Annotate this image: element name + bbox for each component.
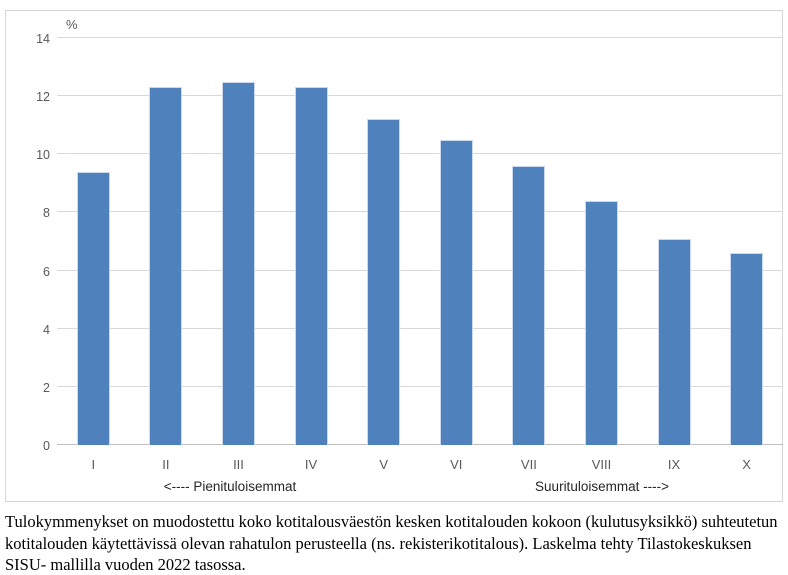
bar-slot [275, 38, 348, 445]
x-tick-label: II [162, 457, 170, 472]
y-axis-unit-label: % [66, 17, 78, 32]
x-axis-annotation-high-income: Suurituloisemmat ----> [535, 479, 669, 494]
y-tick-label: 10 [36, 148, 50, 163]
x-tick-label: V [379, 457, 388, 472]
y-axis-tick-labels: 0 2 4 6 8 10 12 14 [6, 32, 50, 453]
x-axis-annotation-low-income: <---- Pienituloisemmat [163, 479, 297, 494]
bar-slot [638, 38, 711, 445]
chart-frame: % 0 2 4 6 8 10 12 14 I II III IV V VI VII VIII IX X <---… [5, 10, 783, 502]
caption-line: kotitalouden käytettävissä olevan rahatu… [5, 533, 752, 575]
bar-slot [420, 38, 493, 445]
bar-series [57, 38, 783, 445]
y-tick-label: 6 [43, 264, 50, 279]
gridline [57, 327, 783, 329]
bar-decile-VI [439, 139, 473, 445]
bar-slot [57, 38, 130, 445]
bar-slot [565, 38, 638, 445]
y-tick-label: 4 [43, 322, 50, 337]
bar-slot [710, 38, 783, 445]
y-tick-label: 12 [36, 90, 50, 105]
bar-decile-V [367, 119, 401, 445]
x-axis-line [57, 444, 783, 445]
bar-decile-VII [512, 165, 546, 445]
gridline [57, 385, 783, 387]
x-tick-label: VI [450, 457, 463, 472]
bar-slot [202, 38, 275, 445]
x-tick-label: IX [667, 457, 681, 472]
caption-line: Tulokymmenykset on muodostettu koko koti… [5, 512, 778, 531]
bar-slot [130, 38, 203, 445]
bar-slot [347, 38, 420, 445]
x-tick-label: IV [304, 457, 318, 472]
x-axis-tick-labels: I II III IV V VI VII VIII IX X [57, 457, 783, 472]
gridline [57, 153, 783, 155]
y-tick-label: 14 [36, 32, 50, 46]
bar-decile-I [76, 171, 110, 445]
bar-decile-X [730, 253, 764, 445]
x-tick-label: VII [520, 457, 537, 472]
y-tick-label: 2 [43, 380, 50, 395]
y-tick-label: 8 [43, 206, 50, 221]
gridline [57, 211, 783, 213]
bar-decile-IV [294, 87, 328, 445]
x-tick-label: VIII [591, 457, 612, 472]
y-tick-label: 0 [43, 439, 50, 453]
gridline [57, 269, 783, 271]
gridline [57, 95, 783, 97]
plot-area [57, 37, 783, 445]
x-tick-label: I [91, 457, 96, 472]
x-tick-label: III [233, 457, 244, 472]
bar-slot [493, 38, 566, 445]
x-tick-label: X [742, 457, 751, 472]
bar-decile-VIII [584, 200, 618, 445]
bar-decile-III [221, 81, 255, 445]
caption-line: mallilla vuoden 2022 tasossa. [50, 555, 246, 574]
chart-caption: Tulokymmenykset on muodostettu koko koti… [5, 511, 785, 575]
bar-decile-II [149, 87, 183, 445]
bar-decile-IX [657, 238, 691, 445]
gridline [57, 37, 783, 38]
